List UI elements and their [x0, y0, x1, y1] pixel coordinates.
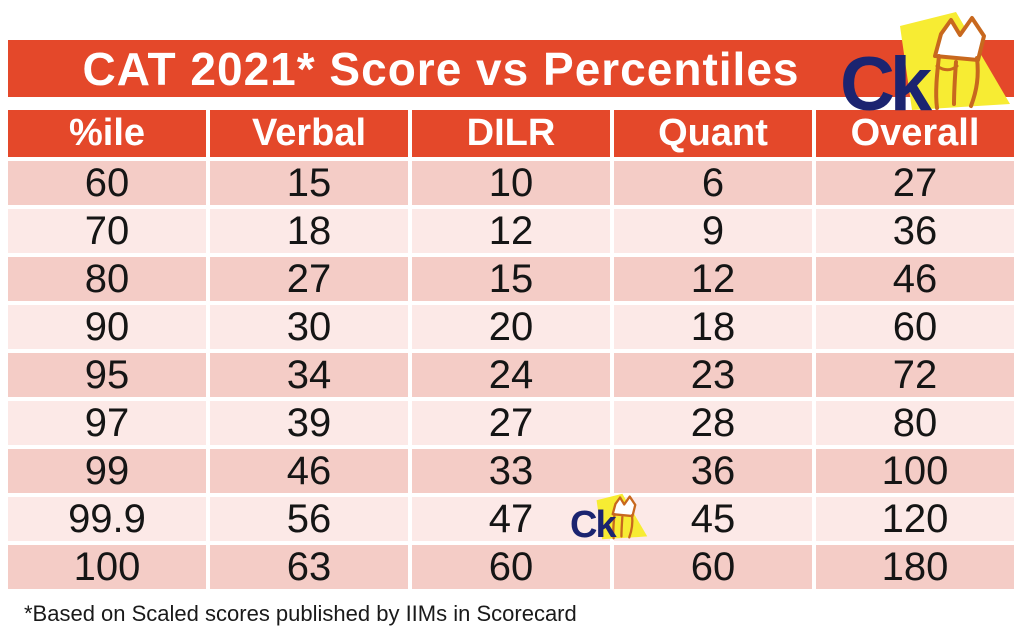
table-cell: 12	[412, 209, 610, 253]
table-cell: 33	[412, 449, 610, 493]
table-cell: 23	[614, 353, 812, 397]
table-cell: 47	[412, 497, 610, 541]
table-cell: 100	[816, 449, 1014, 493]
table-cell: 27	[412, 401, 610, 445]
column-header-percentile: %ile	[8, 110, 206, 157]
table-cell: 60	[412, 545, 610, 589]
score-table: %ile Verbal DILR Quant Overall 60 15 10 6 27…	[8, 110, 1014, 589]
table-cell: 180	[816, 545, 1014, 589]
cracku-watermark-text: Ck	[570, 504, 617, 547]
cracku-logo-text: Ck	[840, 41, 932, 127]
table-cell: 24	[412, 353, 610, 397]
table-cell: 80	[8, 257, 206, 301]
table-cell: 56	[210, 497, 408, 541]
table-cell: 60	[816, 305, 1014, 349]
table-cell: 60	[614, 545, 812, 589]
cracku-watermark: Ck	[568, 491, 650, 547]
table-cell: 30	[210, 305, 408, 349]
page-title: CAT 2021* Score vs Percentiles	[82, 42, 800, 95]
table-cell: 95	[8, 353, 206, 397]
table-cell: 72	[816, 353, 1014, 397]
cracku-logo: Ck	[838, 6, 1016, 127]
table-cell: 27	[816, 161, 1014, 205]
fist-icon	[900, 12, 1010, 110]
table-cell: 28	[614, 401, 812, 445]
table-cell: 97	[8, 401, 206, 445]
column-header-verbal: Verbal	[210, 110, 408, 157]
table-cell: 99	[8, 449, 206, 493]
table-cell: 18	[614, 305, 812, 349]
table-cell: 36	[614, 449, 812, 493]
title-bar: CAT 2021* Score vs Percentiles	[8, 40, 1014, 97]
table-cell: 27	[210, 257, 408, 301]
footnote: *Based on Scaled scores published by IIM…	[24, 601, 577, 626]
table-cell: 45	[614, 497, 812, 541]
table-cell: 20	[412, 305, 610, 349]
table-cell: 34	[210, 353, 408, 397]
table-cell: 46	[210, 449, 408, 493]
column-header-quant: Quant	[614, 110, 812, 157]
table-cell: 12	[614, 257, 812, 301]
column-header-overall: Overall	[816, 110, 1014, 157]
table-cell: 15	[210, 161, 408, 205]
table-cell: 18	[210, 209, 408, 253]
table-cell: 63	[210, 545, 408, 589]
table-cell: 10	[412, 161, 610, 205]
table-cell: 39	[210, 401, 408, 445]
table-cell: 120	[816, 497, 1014, 541]
table-cell: 15	[412, 257, 610, 301]
table-cell: 100	[8, 545, 206, 589]
table-cell: 6	[614, 161, 812, 205]
table-cell: 9	[614, 209, 812, 253]
table-cell: 90	[8, 305, 206, 349]
column-header-dilr: DILR	[412, 110, 610, 157]
table-cell: 99.9	[8, 497, 206, 541]
table-cell: 60	[8, 161, 206, 205]
table-cell: 80	[816, 401, 1014, 445]
fist-icon	[596, 493, 648, 540]
table-cell: 46	[816, 257, 1014, 301]
table-cell: 70	[8, 209, 206, 253]
table-cell: 36	[816, 209, 1014, 253]
